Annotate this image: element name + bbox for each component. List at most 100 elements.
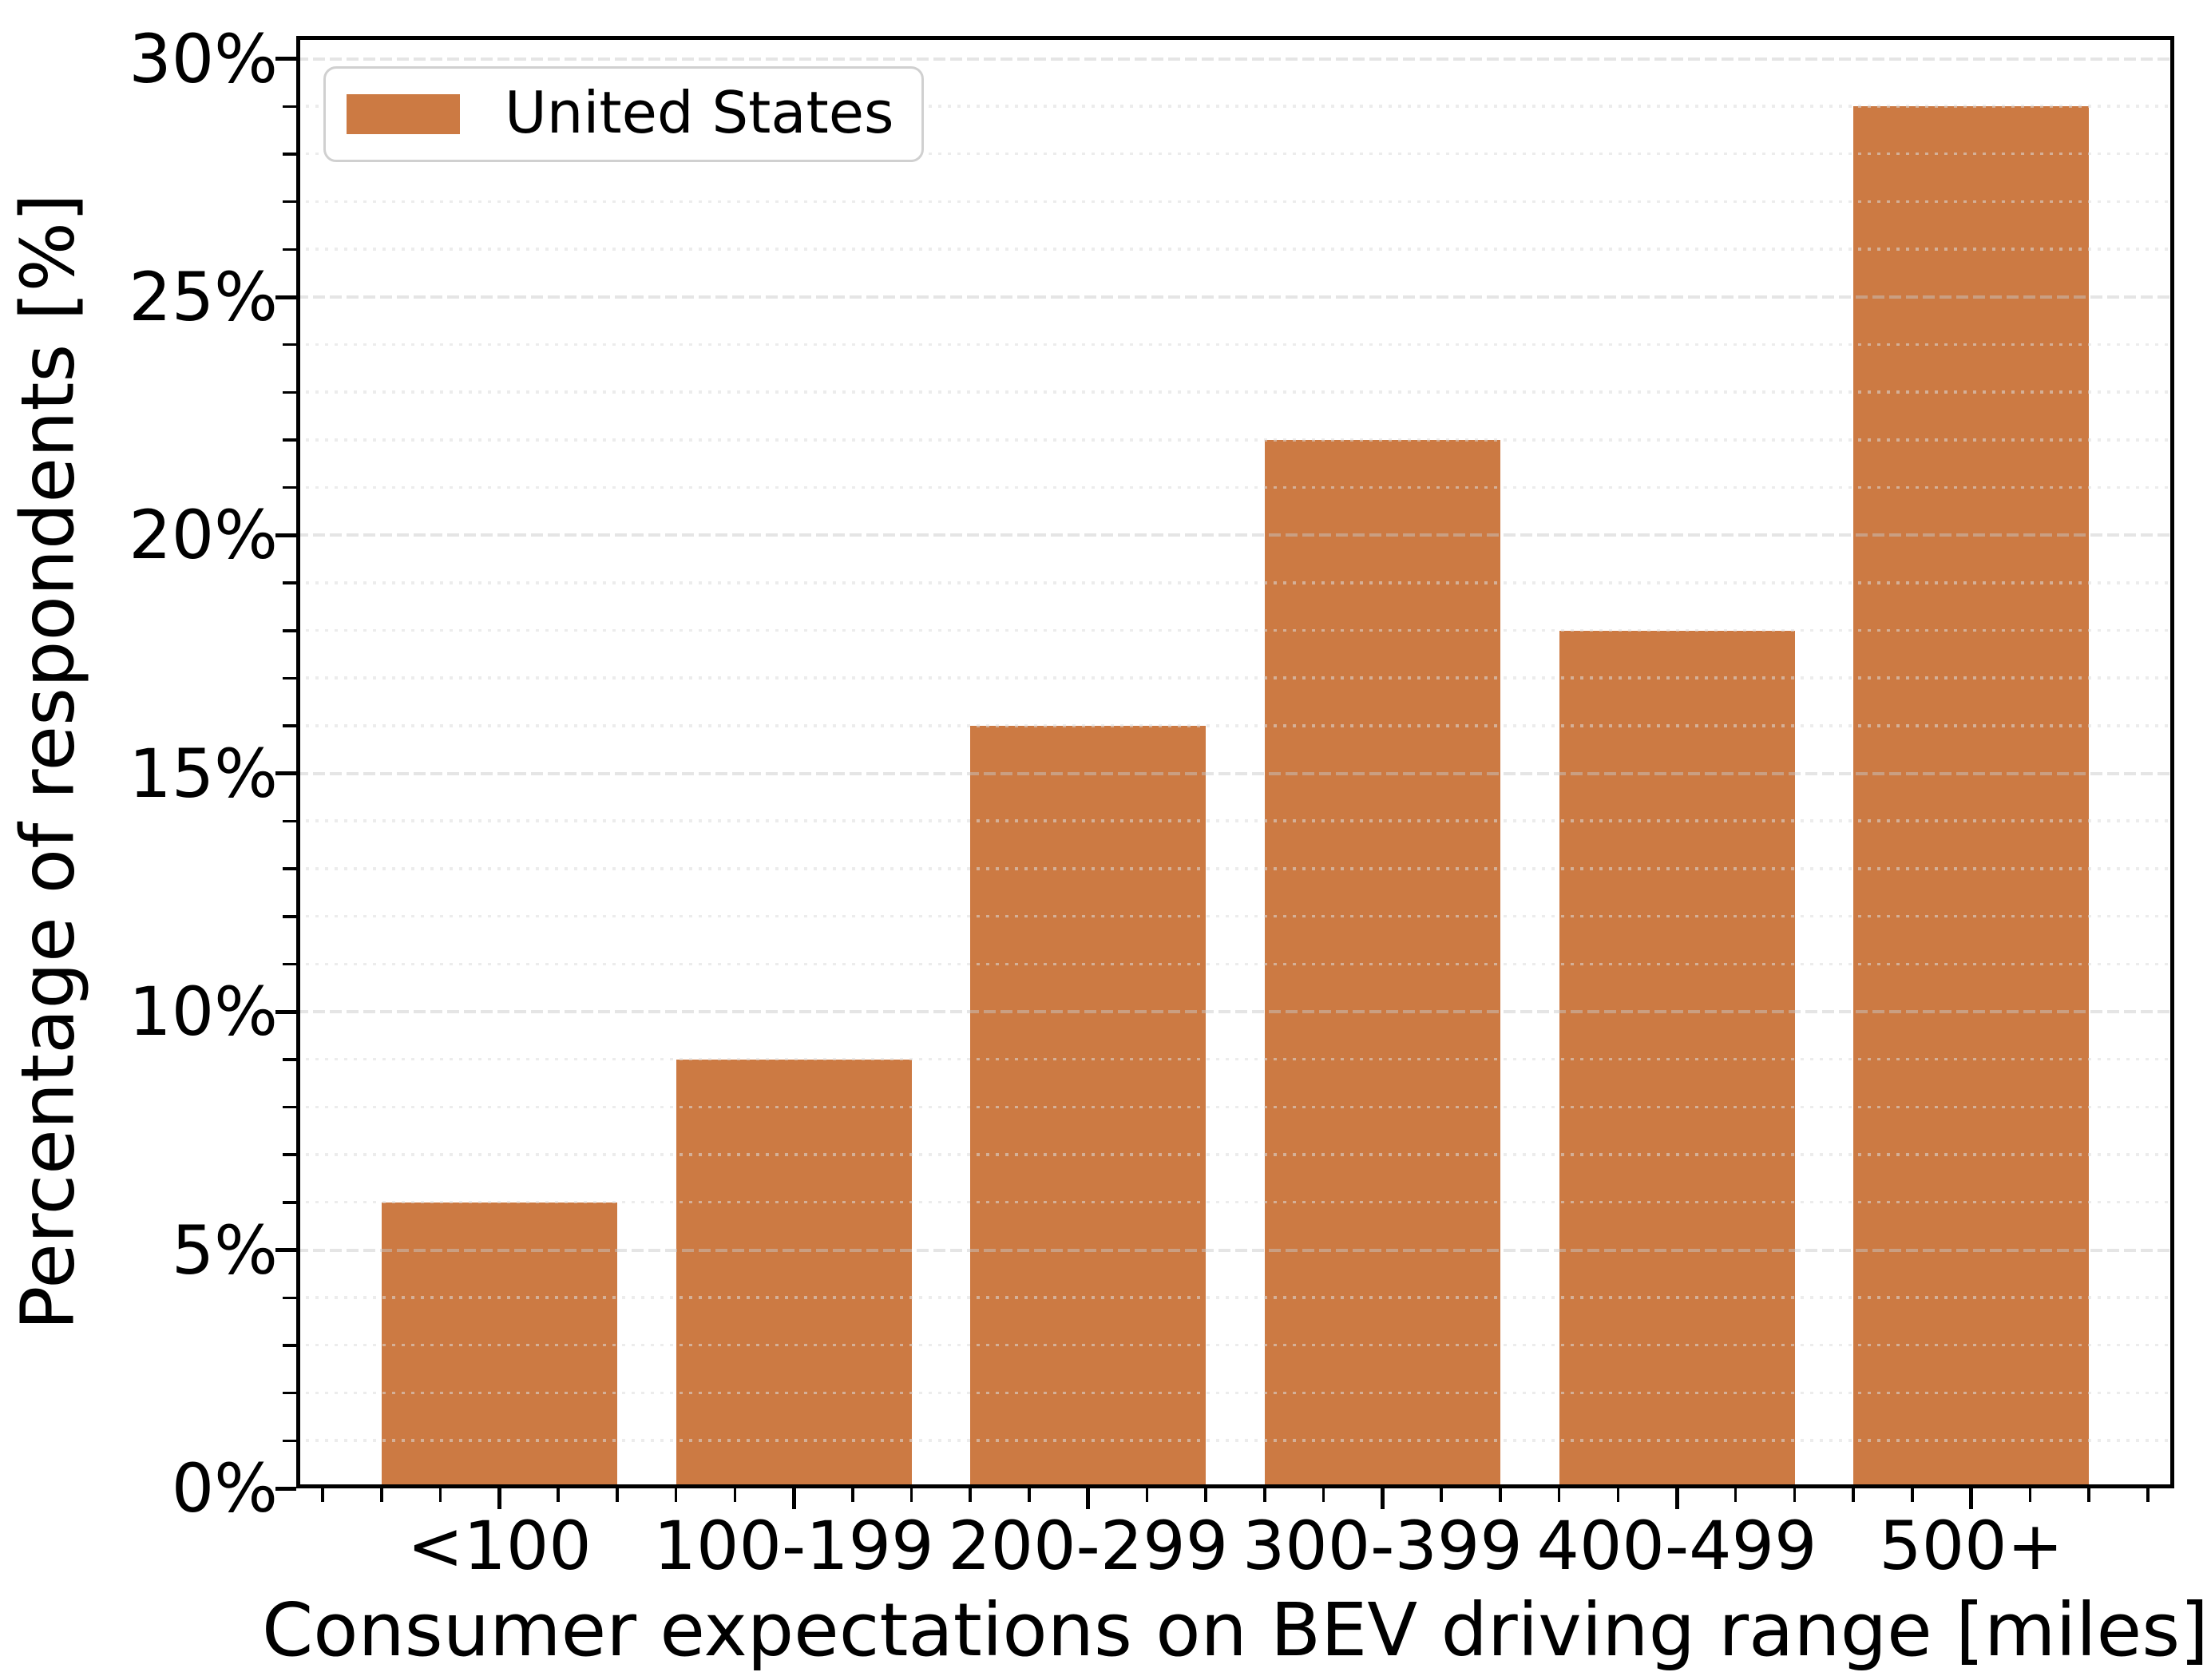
gridline-minor (296, 152, 2174, 156)
gridline-minor (296, 1343, 2174, 1347)
spine-top (296, 36, 2174, 40)
gridline-minor (296, 1391, 2174, 1395)
gridline-major (296, 1248, 2174, 1252)
gridline-minor (296, 248, 2174, 251)
x-tick-minor (1499, 1488, 1502, 1502)
legend-swatch-united-states (347, 94, 460, 134)
x-tick-minor (2146, 1488, 2150, 1502)
legend-label: United States (505, 79, 894, 146)
x-tick-minor (1734, 1488, 1737, 1502)
y-tick-minor (283, 1201, 296, 1204)
y-tick-label: 10% (129, 973, 278, 1052)
gridline-major (296, 57, 2174, 61)
spine-right (2170, 36, 2174, 1488)
y-tick-minor (283, 724, 296, 727)
gridline-minor (296, 1105, 2174, 1109)
y-tick-minor (283, 1153, 296, 1156)
y-tick-major (275, 1486, 296, 1491)
gridline-minor (296, 676, 2174, 680)
x-tick-minor (1852, 1488, 1855, 1502)
gridline-minor (296, 962, 2174, 966)
spine-bottom (296, 1484, 2174, 1488)
y-tick-minor (283, 200, 296, 204)
x-tick-major (1969, 1488, 1974, 1509)
x-tick-minor (1028, 1488, 1031, 1502)
y-tick-minor (283, 819, 296, 823)
x-axis-title: Consumer expectations on BEV driving ran… (261, 1587, 2209, 1673)
gridline-minor (296, 724, 2174, 727)
x-tick-minor (674, 1488, 678, 1502)
y-tick-minor (283, 343, 296, 347)
x-tick-minor (1440, 1488, 1443, 1502)
y-tick-minor (283, 1058, 296, 1061)
gridline-minor (296, 1296, 2174, 1299)
spine-left (296, 36, 300, 1488)
x-tick-major (791, 1488, 796, 1509)
y-tick-minor (283, 581, 296, 584)
gridline-minor (296, 343, 2174, 347)
x-tick-minor (733, 1488, 737, 1502)
x-tick-minor (1145, 1488, 1149, 1502)
y-tick-label: 5% (171, 1210, 278, 1290)
gridline-minor (296, 1057, 2174, 1061)
y-tick-label: 15% (129, 734, 278, 813)
y-tick-major (275, 295, 296, 299)
y-tick-minor (283, 915, 296, 918)
y-tick-major (275, 771, 296, 776)
gridline-minor (296, 819, 2174, 822)
y-tick-minor (283, 390, 296, 394)
y-tick-label: 20% (129, 496, 278, 575)
gridline-minor (296, 1200, 2174, 1204)
y-tick-minor (283, 676, 296, 680)
x-tick-label: 100-199 (653, 1507, 934, 1585)
gridline-minor (296, 581, 2174, 584)
y-tick-minor (283, 1344, 296, 1347)
gridline-minor (296, 485, 2174, 489)
y-tick-minor (283, 1391, 296, 1395)
y-tick-label: 30% (129, 19, 278, 98)
y-tick-major (275, 533, 296, 537)
y-tick-minor (283, 485, 296, 489)
y-tick-minor (283, 962, 296, 966)
gridline-major (296, 295, 2174, 299)
x-tick-major (497, 1488, 501, 1509)
x-tick-major (1380, 1488, 1385, 1509)
x-tick-minor (380, 1488, 383, 1502)
gridline-minor (296, 867, 2174, 870)
x-tick-minor (616, 1488, 619, 1502)
x-tick-minor (1321, 1488, 1325, 1502)
x-tick-major (1086, 1488, 1091, 1509)
y-tick-major (275, 1009, 296, 1014)
x-tick-minor (557, 1488, 560, 1502)
x-tick-minor (1204, 1488, 1207, 1502)
gridline-minor (296, 628, 2174, 632)
x-tick-minor (909, 1488, 913, 1502)
y-tick-minor (283, 105, 296, 109)
legend: United States (323, 66, 924, 162)
gridline-major (296, 1010, 2174, 1014)
x-tick-label: <100 (407, 1507, 592, 1585)
y-tick-label: 25% (129, 258, 278, 336)
spines-layer (296, 36, 2174, 1488)
y-tick-minor (283, 1296, 296, 1300)
x-tick-minor (1793, 1488, 1797, 1502)
x-tick-label: 400-499 (1536, 1507, 1817, 1585)
y-tick-minor (283, 153, 296, 156)
y-tick-minor (283, 1105, 296, 1109)
x-tick-minor (1911, 1488, 1914, 1502)
x-tick-label: 200-299 (948, 1507, 1229, 1585)
y-tick-minor (283, 867, 296, 870)
y-tick-minor (283, 438, 296, 442)
x-tick-minor (2028, 1488, 2032, 1502)
x-tick-label: 300-399 (1242, 1507, 1523, 1585)
x-tick-minor (2087, 1488, 2090, 1502)
x-tick-label: 500+ (1879, 1507, 2063, 1585)
x-tick-minor (1557, 1488, 1561, 1502)
y-tick-minor (283, 248, 296, 252)
gridline-minor (296, 390, 2174, 394)
y-tick-major (275, 57, 296, 61)
gridline-minor (296, 438, 2174, 442)
x-tick-minor (851, 1488, 854, 1502)
gridline-minor (296, 1439, 2174, 1442)
